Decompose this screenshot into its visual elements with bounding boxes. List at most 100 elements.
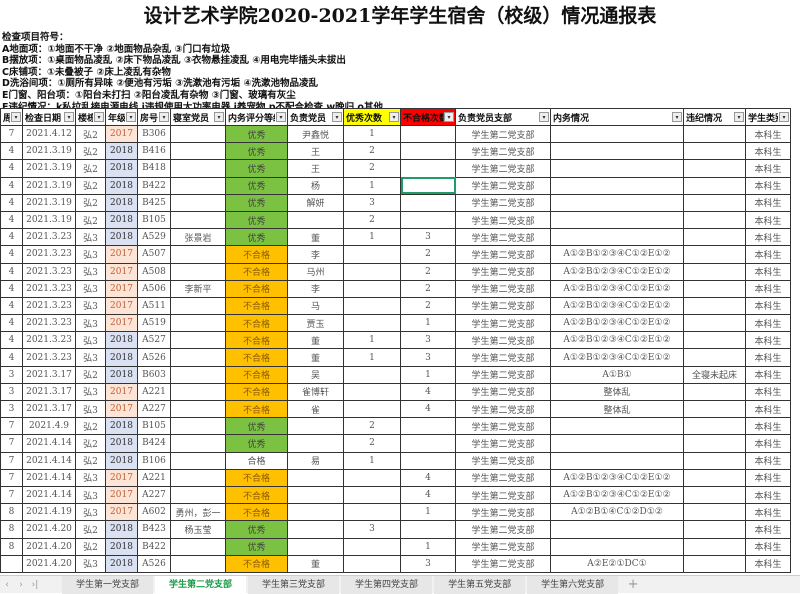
table-cell[interactable]: A①B① xyxy=(550,365,684,384)
table-cell[interactable] xyxy=(170,451,226,470)
table-cell[interactable] xyxy=(170,296,226,316)
table-cell[interactable]: 本科生 xyxy=(745,314,791,333)
table-cell[interactable]: A①②B①④C①②D①② xyxy=(550,503,684,522)
table-cell[interactable]: 7 xyxy=(0,434,23,453)
column-header[interactable]: 内务情况 ▾ xyxy=(550,108,684,126)
table-cell[interactable]: 2 xyxy=(343,417,401,436)
table-cell[interactable]: 本科生 xyxy=(745,382,791,402)
table-cell[interactable]: 2018 xyxy=(105,228,138,247)
table-cell[interactable] xyxy=(683,314,746,333)
table-cell[interactable] xyxy=(550,142,684,161)
table-cell[interactable]: B418 xyxy=(137,159,171,178)
table-cell[interactable]: 弘3 xyxy=(75,228,106,247)
table-cell[interactable]: A221 xyxy=(137,382,171,402)
table-cell[interactable]: 2018 xyxy=(105,193,138,212)
table-cell[interactable]: 7 xyxy=(0,485,23,505)
table-cell[interactable]: 8 xyxy=(0,520,23,539)
table-cell[interactable]: 2021.4.14 xyxy=(22,485,76,505)
table-cell[interactable]: 4 xyxy=(400,485,456,505)
table-cell[interactable]: 不合格 xyxy=(225,468,288,487)
table-cell[interactable]: 弘2 xyxy=(75,193,106,212)
table-cell[interactable] xyxy=(343,468,401,487)
table-cell[interactable]: A511 xyxy=(137,296,171,316)
table-cell[interactable] xyxy=(343,262,401,281)
table-cell[interactable] xyxy=(550,520,684,539)
table-cell[interactable]: 弘3 xyxy=(75,279,106,298)
table-cell[interactable]: A529 xyxy=(137,228,171,247)
filter-dropdown-icon[interactable]: ▾ xyxy=(444,112,454,122)
table-cell[interactable]: 本科生 xyxy=(745,468,791,487)
table-cell[interactable]: 学生第二党支部 xyxy=(455,382,551,402)
table-cell[interactable]: 2021.4.14 xyxy=(22,451,76,470)
table-cell[interactable] xyxy=(683,331,746,350)
column-header[interactable]: 房号 ▾ xyxy=(137,108,171,126)
table-cell[interactable]: 弘3 xyxy=(75,485,106,505)
tab-nav-button[interactable]: ›| xyxy=(31,579,39,590)
table-cell[interactable] xyxy=(343,279,401,298)
table-cell[interactable]: A506 xyxy=(137,279,171,298)
table-cell[interactable]: 学生第二党支部 xyxy=(455,279,551,298)
table-cell[interactable] xyxy=(170,399,226,419)
table-cell[interactable]: A①②B①②③④C①②E①② xyxy=(550,245,684,264)
column-header[interactable]: 寝室党员 ▾ xyxy=(170,108,226,126)
table-cell[interactable]: 学生第二党支部 xyxy=(455,434,551,453)
table-cell[interactable]: 王 xyxy=(287,142,344,161)
table-cell[interactable]: 本科生 xyxy=(745,554,791,573)
table-cell[interactable]: A①②B①②③④C①②E①② xyxy=(550,314,684,333)
table-cell[interactable]: 2018 xyxy=(105,520,138,539)
table-cell[interactable]: B416 xyxy=(137,142,171,161)
column-header[interactable]: 检查日期 ▾ xyxy=(22,108,76,126)
table-cell[interactable]: 不合格 xyxy=(225,262,288,281)
table-cell[interactable]: 董 xyxy=(287,228,344,247)
table-cell[interactable] xyxy=(400,451,456,470)
table-cell[interactable]: 2021.3.23 xyxy=(22,262,76,281)
table-cell[interactable]: 学生第二党支部 xyxy=(455,520,551,539)
table-cell[interactable]: 学生第二党支部 xyxy=(455,159,551,178)
table-cell[interactable]: 2018 xyxy=(105,348,138,367)
table-cell[interactable]: B105 xyxy=(137,417,171,436)
table-cell[interactable]: 2021.3.23 xyxy=(22,245,76,264)
table-cell[interactable] xyxy=(170,245,226,264)
table-cell[interactable]: 学生第二党支部 xyxy=(455,314,551,333)
table-cell[interactable]: A①②B①②③④C①②E①② xyxy=(550,279,684,298)
table-cell[interactable]: 3 xyxy=(0,399,23,419)
table-cell[interactable] xyxy=(550,210,684,230)
table-cell[interactable] xyxy=(343,485,401,505)
filter-dropdown-icon[interactable]: ▾ xyxy=(672,112,682,122)
filter-dropdown-icon[interactable]: ▾ xyxy=(159,112,169,122)
table-cell[interactable]: 尹鑫悦 xyxy=(287,124,344,144)
table-cell[interactable]: 本科生 xyxy=(745,537,791,556)
table-cell[interactable]: 2018 xyxy=(105,417,138,436)
table-cell[interactable] xyxy=(550,434,684,453)
table-cell[interactable]: B422 xyxy=(137,537,171,556)
table-cell[interactable]: 4 xyxy=(400,399,456,419)
table-cell[interactable] xyxy=(170,382,226,402)
table-cell[interactable]: 2018 xyxy=(105,365,138,384)
table-cell[interactable] xyxy=(400,124,456,144)
table-cell[interactable] xyxy=(683,520,746,539)
table-cell[interactable]: 弘3 xyxy=(75,245,106,264)
table-cell[interactable]: 本科生 xyxy=(745,193,791,212)
table-cell[interactable] xyxy=(683,176,746,195)
table-cell[interactable]: 2 xyxy=(343,210,401,230)
table-cell[interactable]: 优秀 xyxy=(225,228,288,247)
table-cell[interactable] xyxy=(287,503,344,522)
table-cell[interactable]: 不合格 xyxy=(225,503,288,522)
table-cell[interactable]: 优秀 xyxy=(225,210,288,230)
table-cell[interactable]: 优秀 xyxy=(225,142,288,161)
table-cell[interactable]: 董 xyxy=(287,331,344,350)
table-cell[interactable] xyxy=(683,399,746,419)
table-cell[interactable]: 弘2 xyxy=(75,434,106,453)
table-cell[interactable]: 本科生 xyxy=(745,142,791,161)
table-cell[interactable]: 学生第二党支部 xyxy=(455,228,551,247)
table-cell[interactable] xyxy=(683,417,746,436)
table-cell[interactable]: 学生第二党支部 xyxy=(455,468,551,487)
table-cell[interactable]: 董 xyxy=(287,554,344,573)
table-cell[interactable] xyxy=(683,159,746,178)
sheet-tab[interactable]: 学生第三党支部 xyxy=(248,575,340,594)
table-cell[interactable]: 不合格 xyxy=(225,348,288,367)
table-cell[interactable]: 4 xyxy=(0,331,23,350)
table-cell[interactable]: 3 xyxy=(400,331,456,350)
table-cell[interactable]: 4 xyxy=(0,314,23,333)
table-cell[interactable] xyxy=(170,210,226,230)
